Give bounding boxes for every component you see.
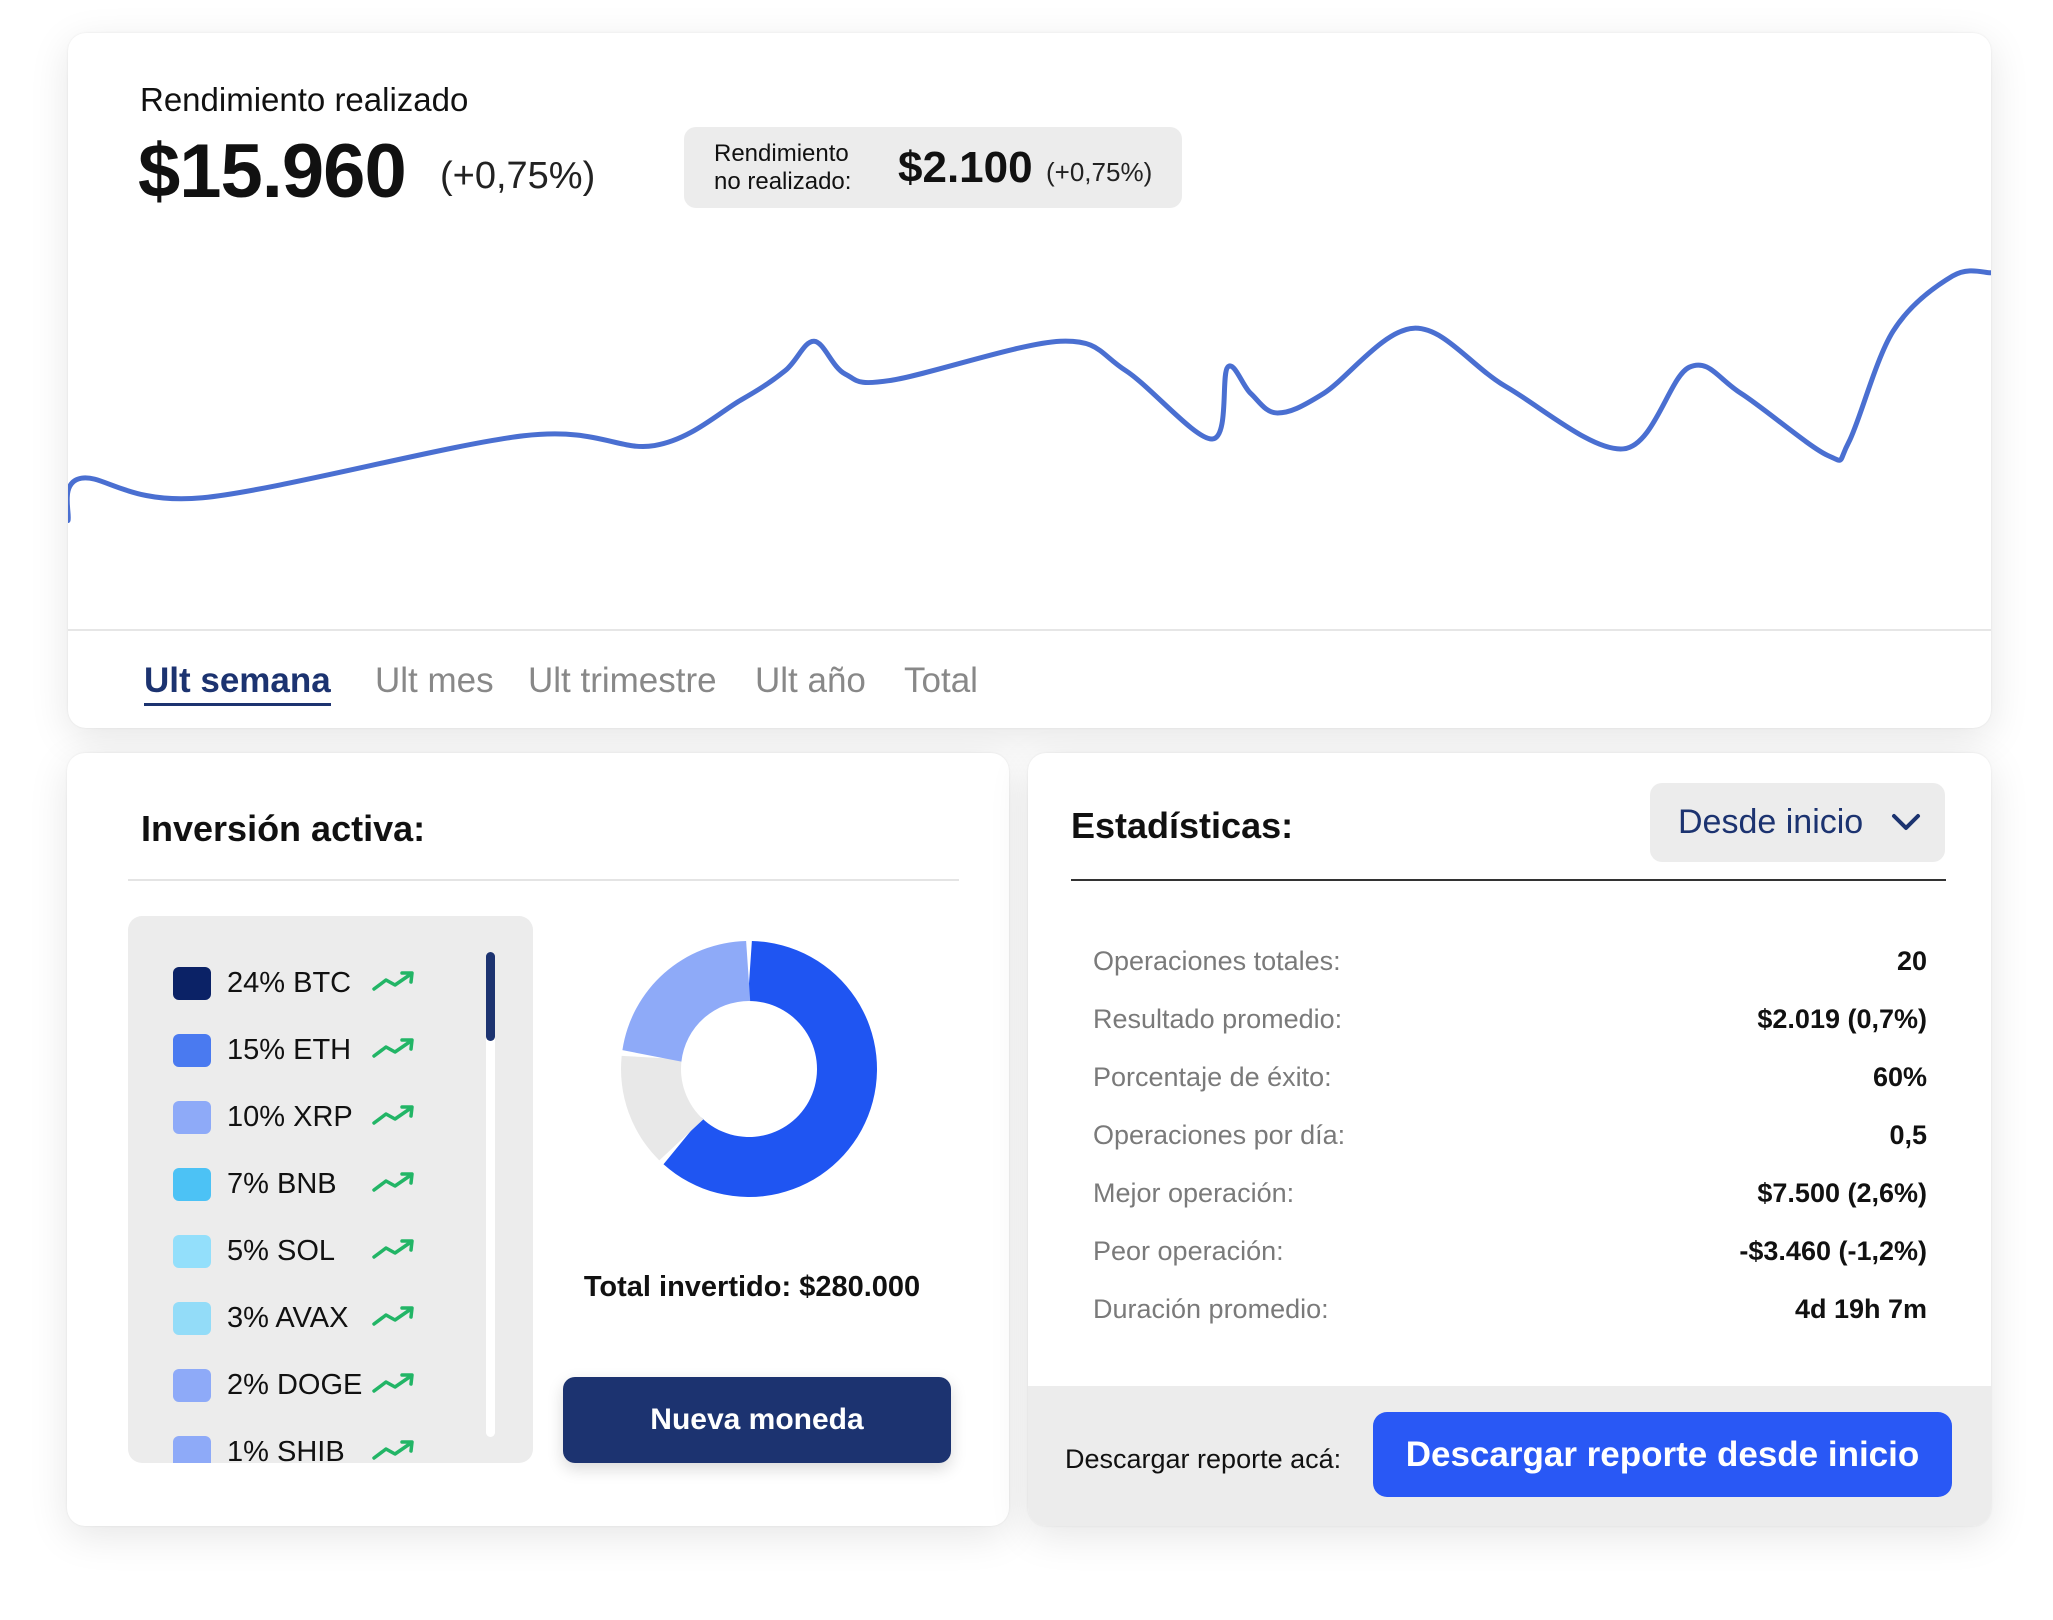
statistics-card: Estadísticas: Desde inicio Operaciones t… [1028, 753, 1991, 1526]
color-swatch [173, 967, 211, 1000]
stat-value: 0,5 [1889, 1120, 1927, 1150]
trending-up-icon [372, 1038, 414, 1058]
stat-row: Duración promedio: 4d 19h 7m [1093, 1294, 1927, 1334]
color-swatch [173, 1101, 211, 1134]
statistics-title: Estadísticas: [1071, 805, 1294, 846]
performance-card: Rendimiento realizado $15.960 (+0,75%) R… [68, 33, 1991, 728]
performance-chart [68, 268, 1991, 524]
stat-label: Resultado promedio: [1093, 1004, 1343, 1034]
coin-item[interactable]: 1% SHIB [173, 1436, 433, 1463]
coin-label: 15% ETH [227, 1034, 352, 1066]
new-coin-button[interactable]: Nueva moneda [563, 1377, 951, 1463]
stat-value: 60% [1872, 1062, 1927, 1092]
divider [1071, 879, 1946, 881]
period-dropdown[interactable]: Desde inicio [1650, 783, 1945, 862]
coin-label: 24% BTC [227, 967, 352, 999]
stat-row: Resultado promedio: $2.019 (0,7%) [1093, 1004, 1927, 1044]
trending-up-icon [372, 1373, 414, 1393]
performance-line [68, 268, 1991, 524]
coin-item[interactable]: 5% SOL [173, 1235, 433, 1275]
tab-ult-ano[interactable]: Ult año [755, 661, 866, 700]
trending-up-icon [372, 1105, 414, 1125]
divider [128, 879, 959, 881]
unrealized-value: $2.100 [898, 143, 1033, 192]
total-invested: Total invertido: $280.000 [583, 1271, 921, 1303]
coin-label: 3% AVAX [227, 1302, 349, 1334]
coin-item[interactable]: 3% AVAX [173, 1302, 433, 1342]
realized-change: (+0,75%) [440, 155, 596, 197]
tab-ult-semana[interactable]: Ult semana [144, 661, 331, 706]
stat-label: Mejor operación: [1093, 1178, 1295, 1208]
download-report-button[interactable]: Descargar reporte desde inicio [1373, 1412, 1952, 1497]
coin-item[interactable]: 10% XRP [173, 1101, 433, 1141]
stat-label: Operaciones totales: [1093, 946, 1341, 976]
color-swatch [173, 1235, 211, 1268]
coin-item[interactable]: 24% BTC [173, 967, 433, 1007]
stat-row: Mejor operación: $7.500 (2,6%) [1093, 1178, 1927, 1218]
investment-title: Inversión activa: [141, 808, 426, 849]
stat-value: $7.500 (2,6%) [1757, 1178, 1927, 1208]
divider [68, 629, 1991, 631]
stat-row: Operaciones por día: 0,5 [1093, 1120, 1927, 1160]
unrealized-label: Rendimiento no realizado: [714, 140, 852, 195]
stat-value: -$3.460 (-1,2%) [1739, 1236, 1927, 1266]
stat-label: Duración promedio: [1093, 1294, 1329, 1324]
stat-row: Peor operación: -$3.460 (-1,2%) [1093, 1236, 1927, 1276]
stat-value: $2.019 (0,7%) [1757, 1004, 1927, 1034]
coin-item[interactable]: 7% BNB [173, 1168, 433, 1208]
coin-item[interactable]: 15% ETH [173, 1034, 433, 1074]
trending-up-icon [372, 1306, 414, 1326]
stat-value: 4d 19h 7m [1794, 1294, 1927, 1324]
download-label: Descargar reporte acá: [1065, 1444, 1342, 1474]
donut-segment [663, 941, 877, 1197]
stat-row: Operaciones totales: 20 [1093, 946, 1927, 986]
stat-label: Peor operación: [1093, 1236, 1284, 1266]
coin-label: 10% XRP [227, 1101, 353, 1133]
coin-list: 24% BTC 15% ETH 10% XRP 7% BNB 5% SOL 3%… [128, 916, 533, 1463]
stat-row: Porcentaje de éxito: 60% [1093, 1062, 1927, 1102]
allocation-donut [621, 941, 877, 1197]
coin-item[interactable]: 2% DOGE [173, 1369, 433, 1409]
donut-segment [621, 1055, 704, 1161]
color-swatch [173, 1369, 211, 1402]
tab-total[interactable]: Total [904, 661, 978, 700]
trending-up-icon [372, 1440, 414, 1460]
unrealized-badge: Rendimiento no realizado: $2.100 (+0,75%… [684, 127, 1182, 208]
chevron-down-icon [1892, 814, 1920, 830]
realized-title: Rendimiento realizado [140, 81, 469, 118]
stat-label: Porcentaje de éxito: [1093, 1062, 1332, 1092]
realized-value: $15.960 [138, 129, 407, 214]
period-selected: Desde inicio [1678, 803, 1864, 841]
tab-ult-mes[interactable]: Ult mes [375, 661, 494, 700]
color-swatch [173, 1034, 211, 1067]
coin-label: 2% DOGE [227, 1369, 363, 1401]
trending-up-icon [372, 1239, 414, 1259]
color-swatch [173, 1302, 211, 1335]
unrealized-change: (+0,75%) [1046, 157, 1153, 187]
color-swatch [173, 1436, 211, 1463]
stat-value: 20 [1896, 946, 1927, 976]
scrollbar-thumb[interactable] [486, 952, 495, 1041]
trending-up-icon [372, 1172, 414, 1192]
scrollbar-track[interactable] [486, 952, 495, 1437]
coin-label: 5% SOL [227, 1235, 335, 1267]
stat-label: Operaciones por día: [1093, 1120, 1346, 1150]
tab-ult-trimestre[interactable]: Ult trimestre [528, 661, 717, 700]
download-footer: Descargar reporte acá: Descargar reporte… [1028, 1386, 1991, 1526]
coin-label: 1% SHIB [227, 1436, 345, 1463]
donut-segment [622, 941, 751, 1062]
active-investment-card: Inversión activa: 24% BTC 15% ETH 10% XR… [67, 753, 1009, 1526]
coin-label: 7% BNB [227, 1168, 337, 1200]
color-swatch [173, 1168, 211, 1201]
trending-up-icon [372, 971, 414, 991]
